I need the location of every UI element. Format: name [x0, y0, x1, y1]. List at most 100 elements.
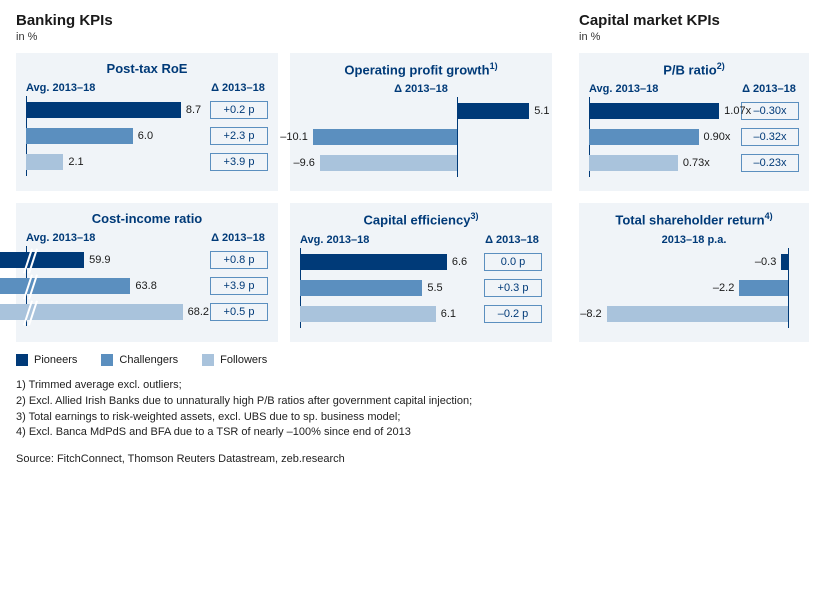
- bar-value-label: 6.1: [441, 306, 456, 322]
- bar: [313, 129, 457, 145]
- bar-value-label: 63.8: [135, 278, 156, 294]
- bar-value-label: 5.5: [427, 280, 442, 296]
- bar-value-label: 0.90x: [704, 129, 731, 145]
- bar-row: 6.1 –0.2 p: [300, 304, 542, 324]
- bar-value-label: 8.7: [186, 102, 201, 118]
- bar-value-label: 0.73x: [683, 155, 710, 171]
- legend-label: Challengers: [119, 354, 178, 366]
- chart-headers: Avg. 2013–18Δ 2013–18: [589, 83, 799, 95]
- legend-label: Pioneers: [34, 354, 77, 366]
- bar-area: 0.90x: [589, 127, 735, 147]
- capital-title: Capital market KPIs: [579, 12, 809, 29]
- bar-row: 1.07x–0.30x: [589, 101, 799, 121]
- legend-swatch: [16, 354, 28, 366]
- chart-opg: Operating profit growth1) Δ 2013–18 5.1 –10…: [290, 53, 552, 191]
- banking-column: Banking KPIs in % Post-tax RoEAvg. 2013–…: [16, 12, 555, 342]
- bar-area: 6.1: [300, 304, 478, 324]
- bar: [26, 128, 133, 144]
- legend-item: Followers: [202, 354, 267, 366]
- chart-pb: P/B ratio2)Avg. 2013–18Δ 2013–181.07x–0.…: [579, 53, 809, 191]
- delta-value: +0.2 p: [210, 101, 268, 119]
- chart-headers: Avg. 2013–18Δ 2013–18: [26, 82, 268, 94]
- footnotes: 1) Trimmed average excl. outliers;2) Exc…: [16, 378, 809, 442]
- bar-value-label: 59.9: [89, 252, 110, 268]
- bar-row: 68.2+0.5 p: [26, 302, 268, 322]
- chart-tsr: Total shareholder return4) 2013–18 p.a. –0…: [579, 203, 809, 341]
- bar-area: 59.9: [26, 250, 204, 270]
- bar: [320, 155, 457, 171]
- legend: Pioneers Challengers Followers: [16, 354, 809, 366]
- chart-title: Post-tax RoE: [26, 61, 268, 76]
- bar-value-label: 6.0: [138, 128, 153, 144]
- bar-row: 6.0 +2.3 p: [26, 126, 268, 146]
- chart-roe: Post-tax RoE Avg. 2013–18Δ 2013–18 8.7 +0.2…: [16, 53, 278, 191]
- bar-value-label: 5.1: [534, 103, 549, 119]
- bar: [589, 103, 719, 119]
- bar: [589, 155, 678, 171]
- delta-value: +3.9 p: [210, 277, 268, 295]
- bar: [300, 254, 447, 270]
- bar-area: 5.1: [300, 101, 542, 121]
- chart-title: Total shareholder return4): [589, 211, 799, 227]
- legend-label: Followers: [220, 354, 267, 366]
- chart-cap: Capital efficiency3) Avg. 2013–18Δ 2013–1…: [290, 203, 552, 341]
- delta-value: +0.5 p: [210, 303, 268, 321]
- bar-row: –10.1: [300, 127, 542, 147]
- capital-chart-grid: P/B ratio2)Avg. 2013–18Δ 2013–181.07x–0.…: [579, 53, 809, 342]
- chart-title: Operating profit growth1): [300, 61, 542, 77]
- bar-area: 2.1: [26, 152, 204, 172]
- bar-area: –2.2: [589, 278, 799, 298]
- bar-row: –8.2: [589, 304, 799, 324]
- bar-value-label: 6.6: [452, 254, 467, 270]
- bar-value-label: 68.2: [188, 304, 209, 320]
- bar-row: 0.90x–0.32x: [589, 127, 799, 147]
- delta-value: –0.2 p: [484, 305, 542, 323]
- chart-cir: Cost-income ratio Avg. 2013–18Δ 2013–18 59…: [16, 203, 278, 341]
- bar: [26, 102, 181, 118]
- bar-area: 0.73x: [589, 153, 735, 173]
- chart-title: Cost-income ratio: [26, 211, 268, 226]
- axis-break-icon: [24, 248, 38, 272]
- chart-headers: Avg. 2013–18Δ 2013–18: [300, 234, 542, 246]
- bar: [0, 252, 84, 268]
- bar-area: –0.3: [589, 252, 799, 272]
- bar-area: 6.6: [300, 252, 478, 272]
- bar-row: 63.8 +3.9 p: [26, 276, 268, 296]
- banking-chart-grid: Post-tax RoE Avg. 2013–18Δ 2013–18 8.7 +0.2…: [16, 53, 555, 342]
- bar: [300, 306, 436, 322]
- delta-value: –0.23x: [741, 154, 799, 172]
- bar-area: 5.5: [300, 278, 478, 298]
- bar-row: –9.6: [300, 153, 542, 173]
- bar-value-label: –10.1: [280, 129, 308, 145]
- bar-row: 8.7 +0.2 p: [26, 100, 268, 120]
- bar-row: 5.1: [300, 101, 542, 121]
- legend-swatch: [101, 354, 113, 366]
- bar: [739, 280, 788, 296]
- bar-row: 6.6 0.0 p: [300, 252, 542, 272]
- bar-area: –8.2: [589, 304, 799, 324]
- delta-value: 0.0 p: [484, 253, 542, 271]
- bar: [607, 306, 788, 322]
- delta-value: +2.3 p: [210, 127, 268, 145]
- bar-value-label: –8.2: [580, 306, 601, 322]
- delta-value: +3.9 p: [210, 153, 268, 171]
- chart-title: Capital efficiency3): [300, 211, 542, 227]
- chart-headers: 2013–18 p.a.: [589, 234, 799, 246]
- footnote-line: 4) Excl. Banca MdPdS and BFA due to a TS…: [16, 425, 809, 441]
- bar: [0, 278, 130, 294]
- bar-area: 68.2: [26, 302, 204, 322]
- legend-swatch: [202, 354, 214, 366]
- bar-area: 63.8: [26, 276, 204, 296]
- axis-break-icon: [24, 300, 38, 324]
- delta-value: +0.3 p: [484, 279, 542, 297]
- chart-headers: Avg. 2013–18Δ 2013–18: [26, 232, 268, 244]
- bar-value-label: 1.07x: [724, 103, 751, 119]
- bar-area: –9.6: [300, 153, 542, 173]
- bar-row: 5.5 +0.3 p: [300, 278, 542, 298]
- footnote-line: 2) Excl. Allied Irish Banks due to unnat…: [16, 394, 809, 410]
- banking-title: Banking KPIs: [16, 12, 555, 29]
- legend-item: Pioneers: [16, 354, 77, 366]
- source-line: Source: FitchConnect, Thomson Reuters Da…: [16, 453, 809, 465]
- chart-headers: Δ 2013–18: [300, 83, 542, 95]
- bar: [457, 103, 530, 119]
